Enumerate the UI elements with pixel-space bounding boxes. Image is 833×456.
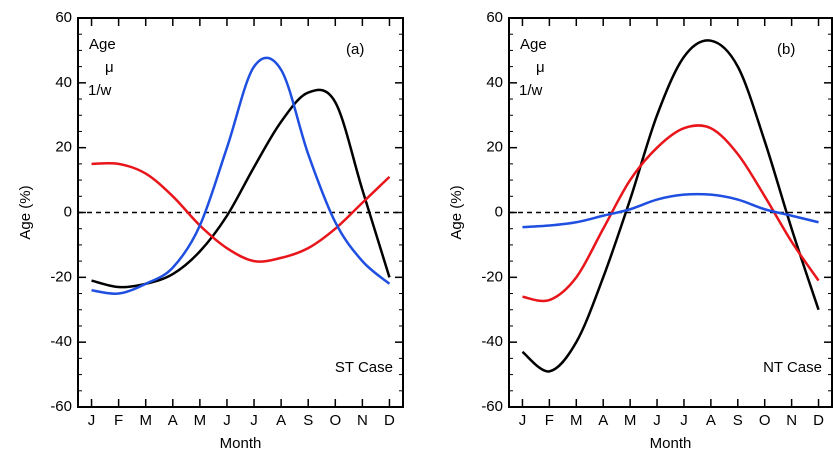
series-line bbox=[91, 88, 391, 289]
panel-label: (a) bbox=[346, 41, 364, 58]
x-tick-label: N bbox=[786, 412, 797, 429]
y-tick-label: 0 bbox=[495, 203, 503, 220]
x-tick-label: D bbox=[384, 412, 395, 429]
x-axis-label: Month bbox=[220, 435, 262, 452]
y-tick-label: -60 bbox=[481, 398, 503, 415]
y-tick-label: -60 bbox=[50, 398, 72, 415]
x-tick-label: A bbox=[276, 412, 286, 429]
x-tick-label: J bbox=[88, 412, 96, 429]
x-tick-label: A bbox=[168, 412, 178, 429]
x-tick-label: D bbox=[813, 412, 824, 429]
y-tick-label: 40 bbox=[55, 74, 72, 91]
plot-frame bbox=[508, 17, 833, 408]
series-line bbox=[91, 56, 391, 295]
legend-entry: μ bbox=[105, 59, 114, 76]
x-tick-label: J bbox=[680, 412, 688, 429]
x-tick-label: J bbox=[653, 412, 661, 429]
y-tick-label: 60 bbox=[486, 9, 503, 26]
x-tick-label: M bbox=[570, 412, 583, 429]
legend-entry: Age bbox=[520, 36, 547, 53]
x-tick-label: J bbox=[519, 412, 527, 429]
x-axis-label: Month bbox=[650, 435, 692, 452]
x-tick-label: S bbox=[733, 412, 743, 429]
x-tick-label: F bbox=[545, 412, 554, 429]
x-tick-label: F bbox=[114, 412, 123, 429]
x-tick-label: S bbox=[303, 412, 313, 429]
panel-label: (b) bbox=[777, 41, 795, 58]
x-tick-label: A bbox=[598, 412, 608, 429]
series-line bbox=[522, 124, 820, 303]
y-tick-label: 0 bbox=[64, 203, 72, 220]
y-axis-label: Age (%) bbox=[17, 185, 34, 239]
legend-entry: 1/w bbox=[88, 82, 112, 99]
y-axis-label: Age (%) bbox=[448, 185, 465, 239]
x-tick-label: O bbox=[329, 412, 341, 429]
x-tick-label: O bbox=[759, 412, 771, 429]
x-tick-label: M bbox=[139, 412, 152, 429]
annotation: ST Case bbox=[335, 359, 393, 376]
x-tick-label: M bbox=[624, 412, 637, 429]
y-tick-label: 60 bbox=[55, 9, 72, 26]
series-line bbox=[522, 192, 819, 229]
legend-entry: Age bbox=[89, 36, 116, 53]
x-tick-label: A bbox=[706, 412, 716, 429]
plot-frame bbox=[77, 17, 404, 408]
y-tick-label: 20 bbox=[55, 139, 72, 156]
y-tick-label: -20 bbox=[481, 268, 503, 285]
legend-entry: μ bbox=[536, 59, 545, 76]
y-tick-label: 40 bbox=[486, 74, 503, 91]
y-tick-label: -40 bbox=[481, 333, 503, 350]
y-tick-label: 20 bbox=[486, 139, 503, 156]
x-tick-label: M bbox=[194, 412, 207, 429]
y-tick-label: -20 bbox=[50, 268, 72, 285]
y-tick-label: -40 bbox=[50, 333, 72, 350]
x-tick-label: J bbox=[223, 412, 231, 429]
x-tick-label: J bbox=[250, 412, 258, 429]
annotation: NT Case bbox=[763, 359, 822, 376]
series-line bbox=[521, 39, 820, 373]
x-tick-label: N bbox=[357, 412, 368, 429]
legend-entry: 1/w bbox=[519, 82, 543, 99]
